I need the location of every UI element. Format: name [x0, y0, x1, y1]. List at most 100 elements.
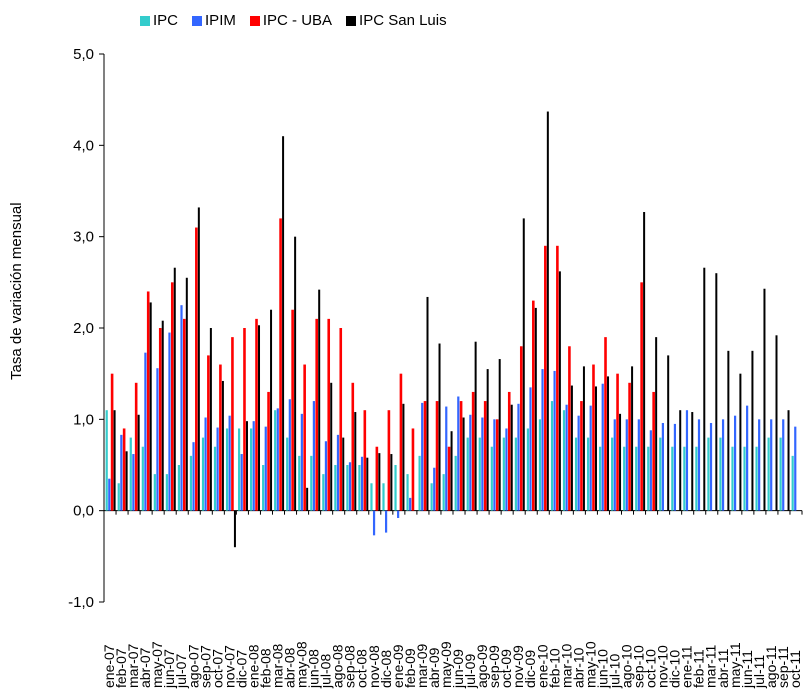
x-tick-label: dic-08 [378, 650, 394, 688]
bar [450, 431, 453, 511]
bar [743, 446, 746, 511]
bar [671, 446, 674, 511]
bar [221, 380, 224, 511]
bar [294, 236, 297, 511]
bar [493, 419, 496, 511]
bar [339, 328, 343, 511]
bar [613, 419, 616, 511]
bar [411, 428, 415, 511]
x-tick-label: abr-10 [570, 647, 586, 688]
legend-item-ipc-san-luis: IPC San Luis [346, 12, 447, 29]
x-tick-label: ene-11 [679, 645, 695, 688]
bar [363, 410, 367, 511]
x-tick-label: jul-07 [173, 654, 189, 689]
bar [534, 307, 537, 511]
bar [628, 382, 631, 511]
bar [719, 437, 722, 511]
bar [755, 446, 758, 511]
legend-item-ipim: IPIM [192, 12, 236, 29]
bar [252, 421, 255, 511]
bar [532, 300, 535, 511]
bar [574, 437, 578, 511]
bar [322, 474, 325, 511]
x-tick-label: mar-09 [414, 643, 430, 688]
bar [153, 474, 156, 511]
bar [541, 369, 544, 511]
bar [522, 218, 525, 511]
bar [330, 382, 333, 511]
bar [219, 364, 222, 511]
legend-label: IPC [153, 12, 179, 29]
x-tick-label: jun-07 [161, 649, 177, 689]
bar [237, 428, 241, 511]
bar [601, 383, 604, 511]
bar [433, 467, 436, 511]
bar [406, 474, 409, 511]
x-tick-label: jun-09 [450, 649, 466, 689]
axes: -1,0 0,0 1,0 2,0 3,0 4,0 5,0 [68, 46, 803, 611]
x-tick-label: mar-11 [703, 644, 719, 688]
bar [683, 446, 686, 511]
bar [394, 465, 397, 511]
bar [787, 410, 790, 511]
bar [637, 419, 640, 511]
bar [334, 465, 337, 511]
bar [791, 455, 794, 511]
bar [649, 430, 652, 511]
bar [421, 402, 424, 511]
bar [577, 415, 580, 511]
bar [158, 328, 162, 511]
bar [318, 289, 321, 511]
bar [276, 408, 279, 511]
bar [346, 465, 349, 511]
bar [445, 406, 448, 511]
x-tick-label: oct-11 [787, 650, 803, 688]
bar [586, 437, 590, 511]
x-tick-label: dic-09 [522, 650, 538, 688]
bar [240, 454, 243, 511]
legend-swatch [140, 15, 150, 26]
bar [312, 401, 315, 511]
x-tick-label: ago-09 [474, 644, 490, 688]
bar [310, 455, 313, 511]
bar [779, 437, 782, 511]
x-tick-label: sep-07 [197, 645, 213, 688]
bar [478, 437, 481, 511]
bar [243, 328, 246, 511]
bar [715, 273, 718, 511]
bar [631, 366, 634, 511]
bar [529, 387, 532, 511]
bar [183, 318, 186, 511]
bar [262, 465, 265, 511]
bar [661, 422, 664, 511]
bar [384, 510, 388, 533]
bar [763, 288, 766, 511]
bar [498, 359, 501, 511]
x-tick-label: mar-10 [558, 643, 574, 688]
bar [177, 465, 181, 511]
x-tick-label: sep-10 [631, 645, 647, 688]
bar [562, 410, 566, 511]
x-tick-label: oct-09 [498, 649, 514, 688]
y-tick-label: 0,0 [73, 503, 94, 520]
bar [556, 245, 559, 511]
bar [517, 403, 520, 511]
bar [544, 245, 547, 511]
y-tick-label: 2,0 [73, 320, 94, 337]
bar [546, 111, 549, 511]
bar [426, 296, 429, 511]
bar [643, 212, 646, 511]
bar [250, 428, 253, 511]
x-tick-label: nov-10 [655, 645, 671, 688]
bar [733, 415, 737, 511]
bar [173, 267, 176, 511]
x-tick-label: jun-11 [739, 650, 755, 689]
bar [286, 437, 289, 511]
bar [673, 423, 677, 511]
bar [108, 478, 111, 511]
bar [594, 386, 597, 511]
bar [580, 401, 583, 511]
bar [156, 368, 159, 511]
bar [691, 412, 694, 511]
bar [245, 421, 248, 511]
